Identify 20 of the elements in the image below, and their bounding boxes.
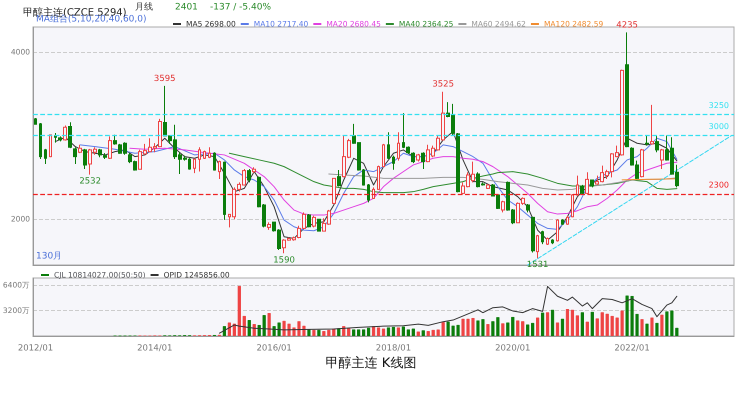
x-tick-label: 2016/01 xyxy=(256,344,292,354)
annotation: 3595 xyxy=(154,74,176,84)
ref-line-label: 2300 xyxy=(708,180,729,190)
text: -137 / -5.40% xyxy=(210,2,272,12)
annotation: 4235 xyxy=(616,20,638,30)
x-tick-label: 2018/01 xyxy=(376,344,412,354)
text: 月线 xyxy=(135,2,153,12)
x-tick-label: 2022/01 xyxy=(614,344,650,354)
annotation: 1531 xyxy=(526,260,548,270)
text: 2401 xyxy=(175,2,198,12)
annotation: 2532 xyxy=(79,176,101,187)
annotation: 130月 xyxy=(36,252,62,262)
x-tick-label: 2020/01 xyxy=(495,344,530,354)
x-tick-label: 2014/01 xyxy=(137,344,172,354)
ref-line-label: 3000 xyxy=(708,122,729,132)
annotation: 1590 xyxy=(273,255,295,266)
ref-line-label: 3250 xyxy=(708,101,729,110)
annotation: 3525 xyxy=(432,80,454,90)
text: 甲醇主连 K线图 xyxy=(326,355,416,371)
x-tick-label: 2012/01 xyxy=(18,344,54,354)
